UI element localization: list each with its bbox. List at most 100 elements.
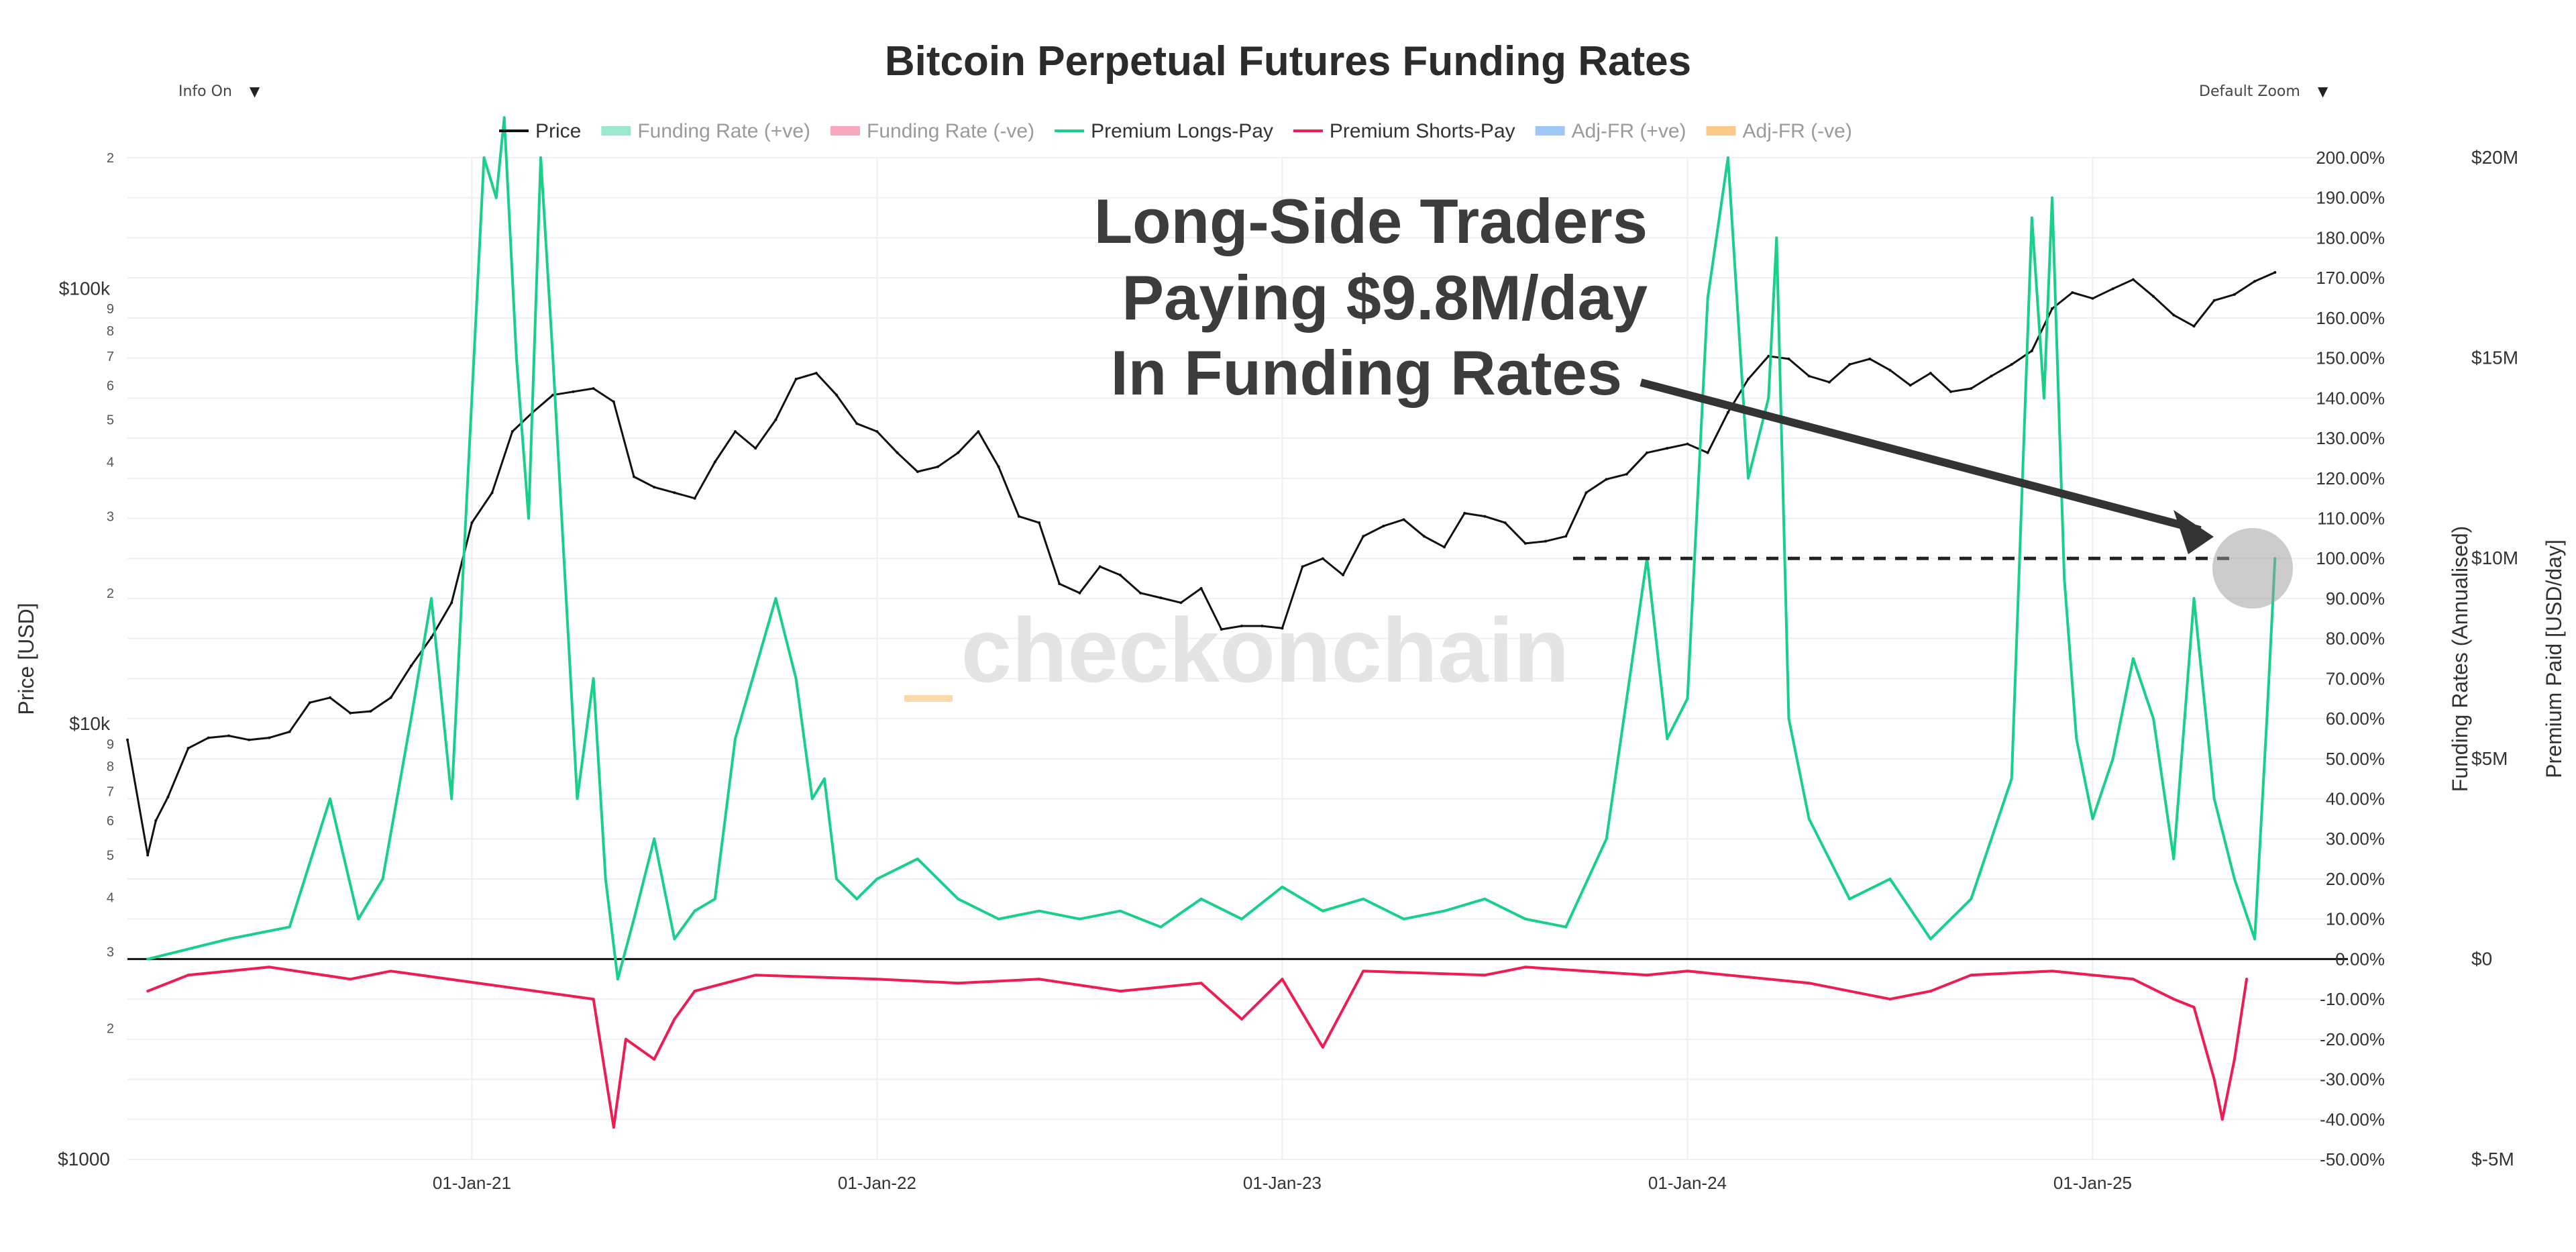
watermark-dash (904, 695, 953, 702)
data-point (957, 451, 960, 454)
data-point (673, 491, 676, 494)
data-point (539, 156, 543, 159)
legend-item[interactable]: Price (499, 120, 581, 142)
data-point (186, 974, 190, 977)
data-point (633, 917, 636, 921)
price-minor-tick-label: 4 (107, 456, 114, 470)
legend-item[interactable]: Adj-FR (+ve) (1535, 120, 1686, 142)
data-point (1321, 909, 1324, 912)
data-point (1199, 586, 1203, 590)
zoom-dropdown[interactable]: Default Zoom ▼ (2187, 72, 2346, 110)
data-point (166, 795, 170, 798)
data-point (2131, 278, 2135, 281)
data-point (2063, 577, 2066, 580)
highlight-circle (2212, 528, 2293, 609)
data-point (2233, 293, 2236, 296)
data-point (977, 430, 980, 433)
price-minor-tick-label: 7 (107, 350, 114, 364)
data-point (1767, 397, 1770, 400)
data-point (1726, 156, 1729, 159)
data-point (592, 677, 595, 680)
price-tick-label: $1000 (58, 1149, 110, 1169)
annotation-line-2: Paying $9.8M/day (1122, 262, 1648, 333)
price-minor-tick-label: 5 (107, 848, 114, 863)
data-point (2233, 877, 2236, 880)
data-point (1970, 387, 1973, 390)
data-point (1523, 917, 1527, 921)
legend-item[interactable]: Funding Rate (-ve) (830, 120, 1034, 142)
data-point (653, 1057, 656, 1061)
data-point (2220, 1118, 2224, 1121)
funding-tick-label: 70.00% (2326, 668, 2385, 688)
data-point (916, 857, 919, 861)
data-point (146, 957, 150, 961)
funding-tick-label: 40.00% (2326, 789, 2385, 809)
data-point (1625, 697, 1628, 700)
data-point (612, 1126, 615, 1129)
data-point (693, 990, 696, 993)
data-point (1179, 601, 1183, 605)
funding-tick-label: 60.00% (2326, 709, 2385, 729)
price-minor-tick-label: 9 (107, 302, 114, 317)
price-minor-tick-label: 3 (107, 510, 114, 525)
legend-item[interactable]: Adj-FR (-ve) (1706, 120, 1852, 142)
data-point (572, 390, 575, 393)
y-axis-title-funding: Funding Rates (Annualised) (2448, 526, 2472, 792)
x-tick-label: 01-Jan-25 (2053, 1173, 2132, 1193)
data-point (754, 447, 757, 450)
premium-tick-label: $5M (2471, 748, 2508, 769)
series-premium-longs-pay (146, 116, 2277, 981)
data-point (875, 877, 879, 880)
legend[interactable]: Price Funding Rate (+ve) Funding Rate (-ve… (499, 120, 1852, 142)
price-minor-tick-label: 8 (107, 324, 114, 339)
data-point (2253, 937, 2257, 941)
data-point (2010, 777, 2013, 780)
price-minor-tick-label: 8 (107, 760, 114, 774)
funding-tick-label: 200.00% (2316, 148, 2385, 168)
data-point (997, 917, 1000, 921)
legend-label: Adj-FR (-ve) (1743, 120, 1852, 142)
data-point (855, 422, 859, 425)
price-minor-tick-label: 2 (107, 151, 114, 166)
data-point (268, 736, 271, 739)
data-point (1827, 380, 1831, 384)
data-point (2051, 970, 2054, 973)
data-point (1605, 837, 1608, 841)
premium-tick-label: $20M (2471, 147, 2518, 168)
annotation-line-3: In Funding Rates (1111, 337, 1622, 408)
funding-tick-label: 10.00% (2326, 909, 2385, 929)
data-point (774, 418, 777, 421)
watermark-text: checkonchain (961, 599, 1570, 701)
data-point (154, 819, 158, 823)
data-point (470, 397, 474, 400)
annotation-line-1: Long-Side Traders (1094, 186, 1648, 256)
x-tick-label: 01-Jan-21 (433, 1173, 511, 1193)
data-point (653, 837, 656, 841)
data-point (2051, 196, 2054, 199)
data-point (248, 738, 251, 741)
data-point (2051, 307, 2054, 311)
data-point (713, 460, 716, 464)
data-point (1585, 491, 1588, 494)
legend-item[interactable]: Premium Longs-Pay (1055, 120, 1273, 142)
zoom-dropdown-label: Default Zoom (2199, 83, 2300, 100)
legend-swatch (830, 126, 860, 136)
data-point (1625, 472, 1628, 476)
data-point (308, 701, 311, 705)
funding-tick-label: 190.00% (2316, 188, 2385, 208)
data-point (430, 636, 433, 639)
data-point (1483, 897, 1487, 900)
legend-item[interactable]: Funding Rate (+ve) (601, 120, 810, 142)
data-point (1362, 535, 1365, 538)
data-point (734, 430, 737, 433)
data-point (2111, 757, 2114, 760)
price-minor-tick-label: 7 (107, 785, 114, 800)
price-minor-tick-label: 5 (107, 413, 114, 428)
data-point (1787, 357, 1790, 360)
data-point (146, 990, 150, 993)
info-toggle-dropdown[interactable]: Info On ▼ (161, 72, 279, 110)
legend-item[interactable]: Premium Shorts-Pay (1293, 120, 1515, 142)
data-point (268, 966, 271, 969)
